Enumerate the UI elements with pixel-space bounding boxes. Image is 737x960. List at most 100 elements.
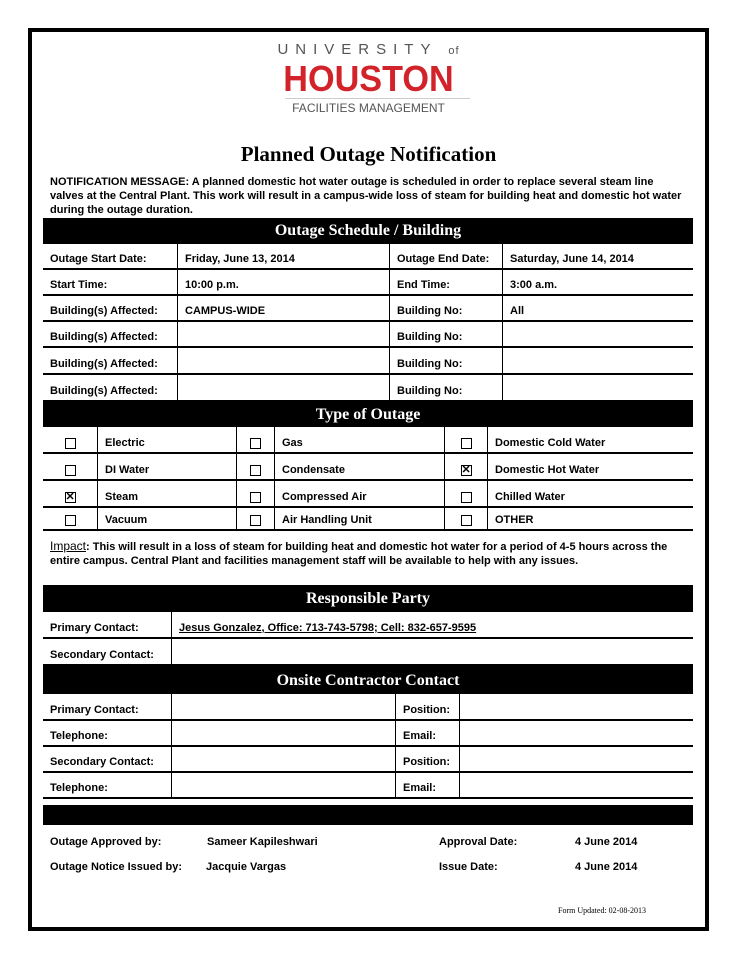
schedule-value[interactable]: 3:00 a.m. <box>503 270 693 296</box>
schedule-label: Start Time: <box>43 270 178 296</box>
checkbox-checked[interactable]: ✕ <box>64 491 76 503</box>
contractor-value[interactable] <box>460 694 693 721</box>
outage-type-label-text: Steam <box>105 491 139 503</box>
outage-type-label: Air Handling Unit <box>275 508 445 531</box>
contractor-value[interactable] <box>460 773 693 799</box>
outage-type-label-text: Air Handling Unit <box>282 514 372 526</box>
outage-type-label-text: Domestic Hot Water <box>495 464 600 476</box>
checkbox[interactable] <box>460 492 472 503</box>
schedule-value[interactable]: All <box>503 296 693 322</box>
outage-type-label: Vacuum <box>98 508 237 531</box>
outage-type-label: Domestic Cold Water <box>488 427 693 454</box>
contact-value[interactable]: Jesus Gonzalez, Office: 713-743-5798; Ce… <box>172 612 693 639</box>
schedule-value[interactable] <box>178 322 390 348</box>
outage-type-label-text: Domestic Cold Water <box>495 437 606 449</box>
schedule-label: Building No: <box>390 375 503 402</box>
contractor-value[interactable] <box>460 721 693 747</box>
contractor-header: Onsite Contractor Contact <box>43 664 693 694</box>
outage-type-label: OTHER <box>488 508 693 531</box>
schedule-label: Outage End Date: <box>390 244 503 270</box>
schedule-value[interactable] <box>503 375 693 402</box>
contractor-value[interactable] <box>172 721 396 747</box>
checkbox[interactable] <box>64 515 76 526</box>
checkbox[interactable] <box>250 492 261 503</box>
schedule-label-text: Building(s) Affected: <box>50 358 158 370</box>
checkbox[interactable] <box>460 438 472 449</box>
outage-type-label-text: Electric <box>105 437 145 449</box>
schedule-label: Building(s) Affected: <box>43 296 178 322</box>
checkbox[interactable] <box>64 465 76 476</box>
schedule-value-text: Friday, June 13, 2014 <box>185 253 295 265</box>
schedule-value-text: All <box>510 305 525 317</box>
schedule-value[interactable]: 10:00 p.m. <box>178 270 390 296</box>
contractor-value[interactable] <box>172 773 396 799</box>
schedule-value[interactable] <box>503 322 693 348</box>
schedule-value[interactable] <box>178 375 390 402</box>
contact-label-text: Primary Contact: <box>50 622 139 634</box>
schedule-label: Building No: <box>390 296 503 322</box>
contractor-value[interactable] <box>172 694 396 721</box>
contractor-label-text: Primary Contact: <box>50 704 139 716</box>
schedule-value[interactable]: Saturday, June 14, 2014 <box>503 244 693 270</box>
schedule-value[interactable]: Friday, June 13, 2014 <box>178 244 390 270</box>
schedule-value[interactable] <box>178 348 390 375</box>
approved-label: Outage Approved by: <box>50 836 162 848</box>
page-title: Planned Outage Notification <box>240 142 497 166</box>
contractor-label-text: Position: <box>403 756 451 768</box>
contractor-label: Position: <box>396 694 460 721</box>
contractor-label: Telephone: <box>43 721 172 747</box>
schedule-label-text: Outage Start Date: <box>50 253 147 265</box>
schedule-label: Building(s) Affected: <box>43 322 178 348</box>
schedule-label: Building No: <box>390 322 503 348</box>
outage-type-label-text: Compressed Air <box>282 491 367 503</box>
schedule-label: Building(s) Affected: <box>43 375 178 402</box>
schedule-label-text: Building(s) Affected: <box>50 305 158 317</box>
outage-type-label-text: OTHER <box>495 514 534 526</box>
logo-divider <box>285 98 470 99</box>
checkbox-cell <box>237 454 275 481</box>
responsible-header: Responsible Party <box>43 585 693 612</box>
schedule-value-text: 3:00 a.m. <box>510 279 558 291</box>
schedule-label-text: End Time: <box>397 279 450 291</box>
checkbox[interactable] <box>250 438 261 449</box>
contractor-label: Telephone: <box>43 773 172 799</box>
separator-bar <box>43 805 693 825</box>
page-border <box>28 28 709 931</box>
contractor-label-text: Telephone: <box>50 730 108 742</box>
checkbox-cell <box>445 508 488 531</box>
outage-type-label-text: Condensate <box>282 464 345 476</box>
issued-by: Jacquie Vargas <box>206 861 287 873</box>
checkbox[interactable] <box>250 465 261 476</box>
contractor-label: Secondary Contact: <box>43 747 172 773</box>
contractor-label-text: Secondary Contact: <box>50 756 154 768</box>
schedule-header: Outage Schedule / Building <box>43 218 693 244</box>
outage-type-label: Gas <box>275 427 445 454</box>
contractor-value[interactable] <box>172 747 396 773</box>
checkbox-cell <box>445 427 488 454</box>
checkbox[interactable] <box>64 438 76 449</box>
schedule-label: End Time: <box>390 270 503 296</box>
checkbox[interactable] <box>460 515 472 526</box>
schedule-label-text: Building(s) Affected: <box>50 385 158 397</box>
logo-facilities: FACILITIES MANAGEMENT <box>292 101 445 115</box>
outage-type-label: Condensate <box>275 454 445 481</box>
contact-label-text: Secondary Contact: <box>50 649 154 661</box>
contact-value[interactable] <box>172 639 693 664</box>
schedule-label-text: Building No: <box>397 331 463 343</box>
approved-by: Sameer Kapileshwari <box>207 836 318 848</box>
checkbox[interactable] <box>250 515 261 526</box>
logo-houston: HOUSTON <box>283 58 454 99</box>
notification-message: NOTIFICATION MESSAGE: A planned domestic… <box>50 176 682 216</box>
contractor-label-text: Telephone: <box>50 782 108 794</box>
contractor-value[interactable] <box>460 747 693 773</box>
outage-type-label-text: Vacuum <box>105 514 148 526</box>
checkbox-cell: ✕ <box>445 454 488 481</box>
schedule-value[interactable]: CAMPUS-WIDE <box>178 296 390 322</box>
checkbox-checked[interactable]: ✕ <box>460 464 472 476</box>
contact-label: Secondary Contact: <box>43 639 172 664</box>
contractor-label: Email: <box>396 773 460 799</box>
contractor-label-text: Email: <box>403 730 437 742</box>
schedule-value[interactable] <box>503 348 693 375</box>
contractor-label-text: Email: <box>403 782 437 794</box>
schedule-label-text: Start Time: <box>50 279 108 291</box>
